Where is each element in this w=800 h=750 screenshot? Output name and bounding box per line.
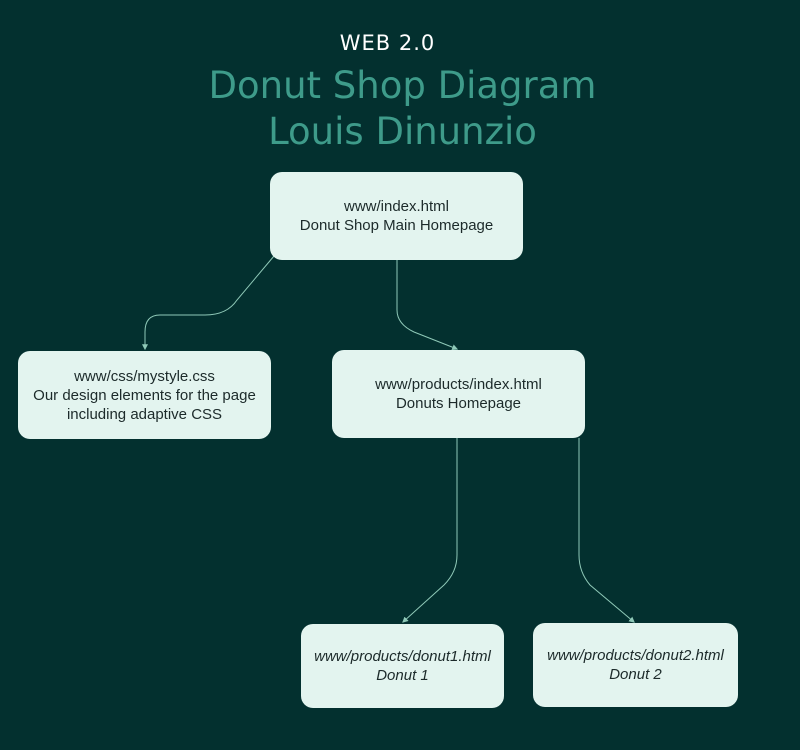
node-donut2-description: Donut 2: [609, 666, 662, 683]
node-donut2: www/products/donut2.html Donut 2: [533, 623, 738, 707]
node-css-description-line-1: Our design elements for the page: [33, 386, 256, 404]
node-donut2-path: www/products/donut2.html: [547, 647, 724, 664]
diagram-title-line-1: Donut Shop Diagram: [208, 64, 597, 107]
diagram-kicker: WEB 2.0: [339, 31, 436, 55]
node-home-path: www/index.html: [343, 198, 450, 215]
node-css-path: www/css/mystyle.css: [74, 367, 215, 385]
connector-home-to-css: [142, 255, 275, 351]
connector-home-to-products: [396, 260, 459, 351]
node-products-index: www/products/index.html Donuts Homepage: [332, 350, 585, 438]
connector-products-to-donut2: [578, 438, 635, 623]
node-home-description: Donut Shop Main Homepage: [299, 217, 494, 234]
node-home-index: www/index.html Donut Shop Main Homepage: [270, 172, 523, 260]
node-donut1-path: www/products/donut1.html: [314, 648, 491, 665]
node-donut1-description: Donut 1: [376, 667, 429, 684]
diagram-title: Donut Shop Diagram Louis Dinunzio: [0, 63, 800, 155]
node-products-description: Donuts Homepage: [395, 395, 522, 412]
node-css-description-line-2: including adaptive CSS: [66, 405, 223, 423]
diagram-subtitle-author: Louis Dinunzio: [268, 110, 537, 153]
connector-products-to-donut1: [402, 438, 458, 623]
node-css-stylesheet: www/css/mystyle.css Our design elements …: [18, 351, 271, 439]
node-donut1: www/products/donut1.html Donut 1: [301, 624, 504, 708]
node-products-path: www/products/index.html: [375, 376, 542, 393]
